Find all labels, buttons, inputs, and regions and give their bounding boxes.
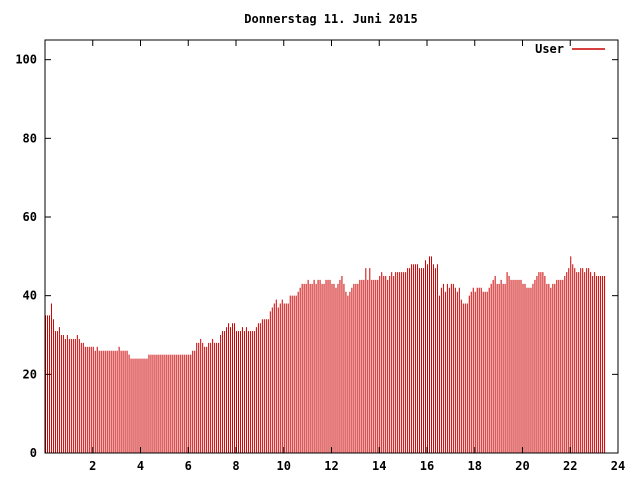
y-tick-label: 40 <box>23 289 37 303</box>
x-tick-label: 20 <box>515 459 529 473</box>
x-tick-label: 24 <box>611 459 625 473</box>
x-tick-label: 18 <box>468 459 482 473</box>
x-tick-label: 10 <box>277 459 291 473</box>
x-tick-label: 22 <box>563 459 577 473</box>
chart-title: Donnerstag 11. Juni 2015 <box>244 12 417 26</box>
x-tick-label: 6 <box>185 459 192 473</box>
x-tick-label: 16 <box>420 459 434 473</box>
x-tick-label: 12 <box>324 459 338 473</box>
x-tick-label: 2 <box>89 459 96 473</box>
y-tick-label: 80 <box>23 131 37 145</box>
x-tick-label: 8 <box>232 459 239 473</box>
y-tick-label: 20 <box>23 367 37 381</box>
y-tick-label: 0 <box>30 446 37 460</box>
x-tick-label: 14 <box>372 459 386 473</box>
x-tick-label: 4 <box>137 459 144 473</box>
y-tick-label: 100 <box>15 53 37 67</box>
legend: User <box>535 42 605 56</box>
legend-label: User <box>535 42 564 56</box>
series-bars <box>45 256 606 453</box>
y-tick-label: 60 <box>23 210 37 224</box>
